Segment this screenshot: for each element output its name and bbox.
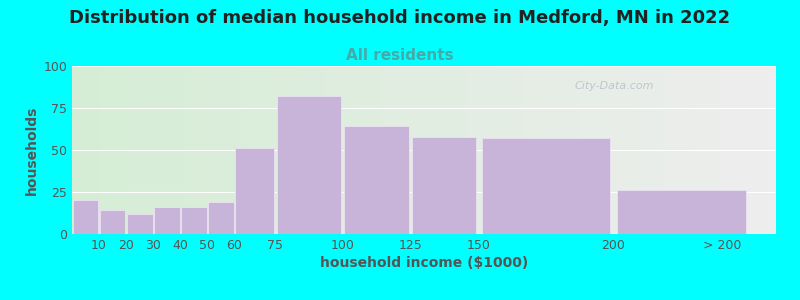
Bar	[235, 148, 274, 234]
Text: City-Data.com: City-Data.com	[574, 81, 654, 91]
Bar	[412, 136, 477, 234]
Bar	[617, 190, 746, 234]
Bar	[181, 207, 206, 234]
Bar	[73, 200, 98, 234]
Text: Distribution of median household income in Medford, MN in 2022: Distribution of median household income …	[70, 9, 730, 27]
Text: All residents: All residents	[346, 48, 454, 63]
Bar	[345, 127, 409, 234]
Bar	[208, 202, 234, 234]
Y-axis label: households: households	[25, 105, 39, 195]
Bar	[100, 211, 126, 234]
Bar	[127, 214, 153, 234]
Bar	[277, 96, 341, 234]
X-axis label: household income ($1000): household income ($1000)	[320, 256, 528, 270]
Bar	[154, 207, 180, 234]
Bar	[482, 138, 610, 234]
